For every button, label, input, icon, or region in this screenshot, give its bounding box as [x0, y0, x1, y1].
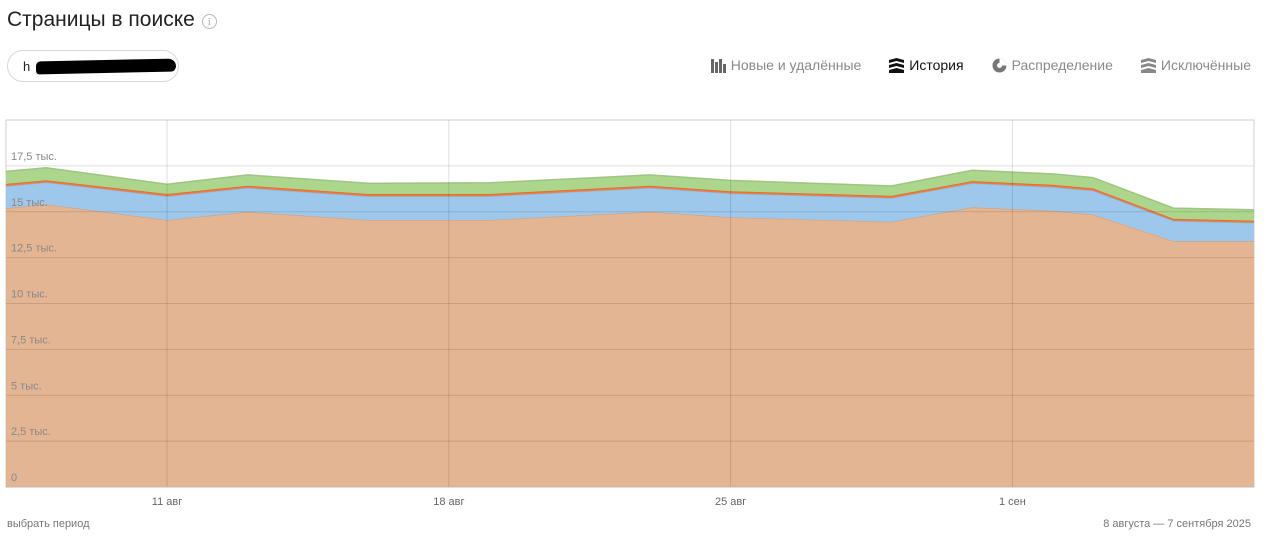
y-tick-label: 17,5 тыс. [11, 151, 57, 163]
series-area-0 [6, 204, 1254, 487]
y-tick-label: 0 [11, 472, 17, 484]
pie-chart-icon [992, 58, 1007, 72]
history-area-chart: 0 2,5 тыс. 5 тыс. 7,5 тыс. 10 тыс. 12,5 тыс. 1… [5, 119, 1255, 508]
date-range: 8 августа — 7 сентября 2025 [1103, 518, 1251, 530]
chart-tabs: Новые и удалённые История Распределение … [710, 57, 1251, 73]
layers-icon [889, 57, 905, 73]
tab-label: Исключённые [1160, 57, 1251, 73]
y-tick-label: 10 тыс. [11, 289, 48, 301]
excluded-layers-icon [1140, 57, 1156, 73]
tab-label: Распределение [1011, 57, 1113, 73]
info-icon[interactable]: i [201, 13, 217, 29]
tab-label: История [909, 57, 964, 73]
series-area-1 [6, 182, 1254, 242]
y-tick-label: 5 тыс. [11, 380, 42, 392]
title-row: Страницы в поиске i [7, 8, 217, 32]
x-tick-label: 18 авг [433, 496, 464, 508]
y-tick-label: 15 тыс. [11, 197, 48, 209]
tab-history[interactable]: История [889, 57, 964, 73]
tab-distribution[interactable]: Распределение [992, 57, 1113, 73]
y-tick-label: 2,5 тыс. [11, 426, 51, 438]
page-title: Страницы в поиске [7, 8, 195, 31]
tab-label: Новые и удалённые [730, 57, 862, 73]
x-tick-label: 11 авг [152, 496, 182, 508]
tab-excluded[interactable]: Исключённые [1140, 57, 1251, 73]
bar-chart-icon [710, 58, 726, 73]
tab-new-and-removed[interactable]: Новые и удалённые [710, 57, 862, 73]
x-tick-label: 25 авг [715, 496, 746, 508]
select-period-link[interactable]: выбрать период [7, 518, 90, 530]
host-selector-value: h [23, 58, 31, 74]
y-tick-label: 12,5 тыс. [11, 243, 57, 255]
host-selector[interactable]: h [7, 50, 179, 82]
y-tick-label: 7,5 тыс. [11, 334, 51, 346]
redaction-mark [35, 58, 177, 75]
series-line-3 [5, 166, 1255, 211]
x-tick-label: 1 сен [999, 496, 1026, 508]
history-chart: 0 2,5 тыс. 5 тыс. 7,5 тыс. 10 тыс. 12,5 тыс. 1… [0, 110, 1277, 515]
series-area-3 [6, 167, 1254, 221]
